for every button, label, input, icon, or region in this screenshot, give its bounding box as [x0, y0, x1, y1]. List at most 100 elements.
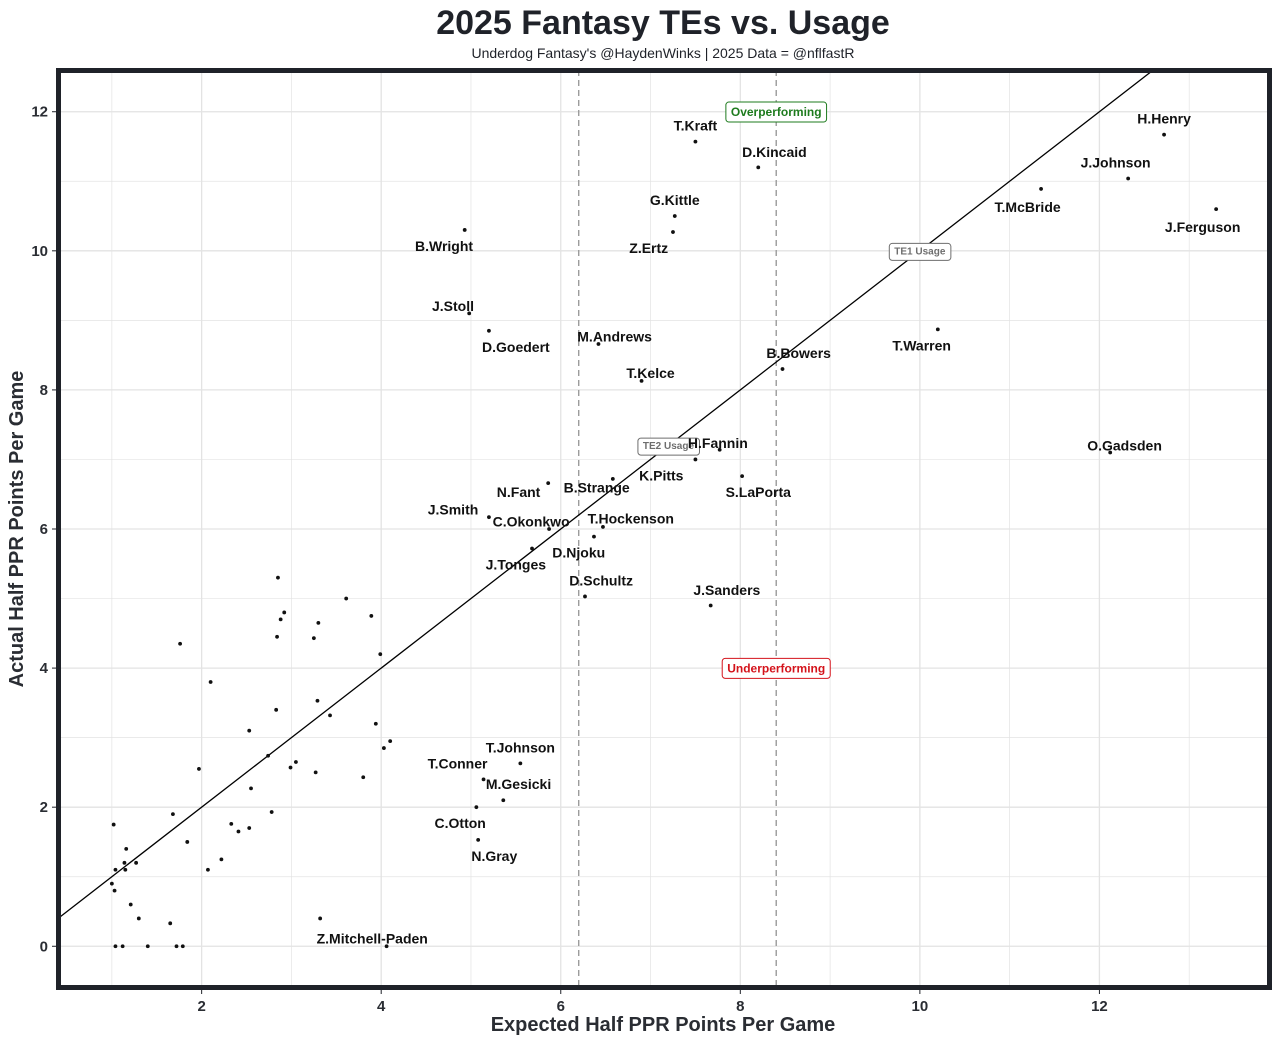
usage-tier-label: TE2 Usage — [637, 437, 700, 456]
player-label: N.Fant — [497, 484, 541, 500]
player-point — [481, 777, 486, 782]
usage-tier-label-box — [637, 437, 700, 456]
player-point — [388, 739, 393, 744]
player-label: D.Kincaid — [742, 144, 807, 160]
player-point — [206, 867, 210, 872]
player-point — [740, 474, 745, 479]
axis-ticks: 2 4 6 8 10 12 0 2 4 6 8 10 12 — [31, 104, 1107, 1015]
player-point — [236, 829, 241, 834]
player-point — [487, 328, 491, 333]
player-label: Z.Mitchell-Paden — [317, 931, 428, 947]
y-axis-title: Actual Half PPR Points Per Game — [6, 371, 28, 688]
usage-tier-label-text: TE1 Usage — [894, 246, 946, 257]
player-point — [708, 603, 713, 608]
overperforming-label: Overperforming — [725, 101, 828, 123]
player-point — [136, 916, 141, 921]
player-label: T.Johnson — [486, 739, 555, 755]
player-label: J.Sanders — [693, 582, 760, 598]
x-axis-title: Expected Half PPR Points Per Game — [491, 1014, 836, 1036]
player-label: O.Gadsden — [1087, 438, 1162, 454]
player-point — [276, 575, 280, 580]
overperforming-label-box — [725, 101, 828, 123]
underperforming-label-box — [721, 657, 831, 679]
player-label: N.Gray — [471, 848, 517, 864]
player-point — [197, 767, 201, 771]
player-label: B.Strange — [564, 479, 630, 495]
player-point — [693, 457, 698, 462]
usage-tier-label-text: TE2 Usage — [643, 441, 695, 452]
y-tick-label: 4 — [40, 660, 49, 677]
player-point — [1039, 187, 1043, 191]
point-labels: T.Kraft D.Kincaid H.Henry J.Johnson T.McBrid… — [317, 111, 1241, 947]
y-tick-label: 6 — [40, 521, 48, 538]
player-point — [208, 680, 213, 684]
player-point — [168, 921, 173, 926]
player-label: T.Conner — [428, 755, 488, 771]
player-point — [384, 944, 389, 949]
player-label: S.LaPorta — [726, 484, 792, 500]
player-point — [316, 620, 321, 625]
y-tick-label: 12 — [31, 104, 48, 121]
player-point — [178, 641, 182, 646]
player-point — [344, 596, 349, 601]
player-point — [693, 139, 698, 144]
player-label: K.Pitts — [639, 467, 684, 483]
player-label: J.Ferguson — [1165, 219, 1240, 235]
player-point — [113, 944, 118, 949]
gridlines — [58, 70, 1270, 988]
player-point — [315, 698, 320, 703]
player-point — [639, 378, 644, 383]
player-point — [467, 311, 472, 316]
player-point — [672, 214, 677, 218]
underperforming-label: Underperforming — [721, 657, 831, 679]
player-point — [530, 546, 534, 551]
player-point — [124, 847, 129, 851]
player-point — [547, 527, 551, 531]
player-point — [128, 902, 133, 907]
chart-subtitle: Underdog Fantasy's @HaydenWinks | 2025 D… — [472, 45, 855, 61]
player-point — [487, 515, 491, 520]
player-point — [313, 770, 318, 775]
player-label: J.Tonges — [486, 556, 547, 572]
x-tick-label: 12 — [1091, 998, 1108, 1015]
player-point — [318, 916, 323, 921]
player-point — [756, 165, 761, 170]
player-point — [361, 775, 366, 780]
y-tick-label: 8 — [40, 382, 48, 399]
player-label: T.McBride — [995, 199, 1061, 215]
player-point — [592, 534, 596, 539]
player-point — [249, 786, 253, 791]
player-point — [1108, 450, 1113, 455]
player-point — [474, 805, 479, 810]
player-point — [109, 881, 114, 886]
player-point — [501, 798, 506, 803]
player-label: C.Okonkwo — [493, 513, 570, 529]
player-label: C.Otton — [435, 815, 486, 831]
player-point — [180, 944, 185, 949]
expected-equals-actual-line — [57, 69, 1154, 919]
player-label: H.Fannin — [688, 435, 748, 451]
player-point — [269, 810, 274, 814]
player-point — [780, 367, 785, 371]
player-point — [462, 228, 467, 232]
player-label: H.Henry — [1137, 111, 1191, 127]
player-point — [1162, 132, 1166, 137]
player-point — [120, 944, 125, 949]
y-tick-label: 10 — [31, 243, 48, 260]
player-label: J.Johnson — [1081, 154, 1151, 170]
player-label: Z.Ertz — [629, 240, 668, 256]
player-point — [717, 447, 722, 452]
player-point — [596, 342, 601, 346]
reference-lines — [57, 69, 1154, 988]
player-point — [601, 525, 605, 529]
underperforming-label-text: Underperforming — [727, 661, 825, 675]
player-point — [229, 821, 234, 826]
player-point — [369, 614, 374, 618]
player-point — [610, 477, 615, 481]
player-point — [518, 761, 523, 766]
chart-title: 2025 Fantasy TEs vs. Usage — [436, 4, 890, 42]
player-point — [282, 610, 287, 615]
x-tick-label: 4 — [377, 998, 386, 1015]
x-tick-label: 2 — [197, 998, 205, 1015]
